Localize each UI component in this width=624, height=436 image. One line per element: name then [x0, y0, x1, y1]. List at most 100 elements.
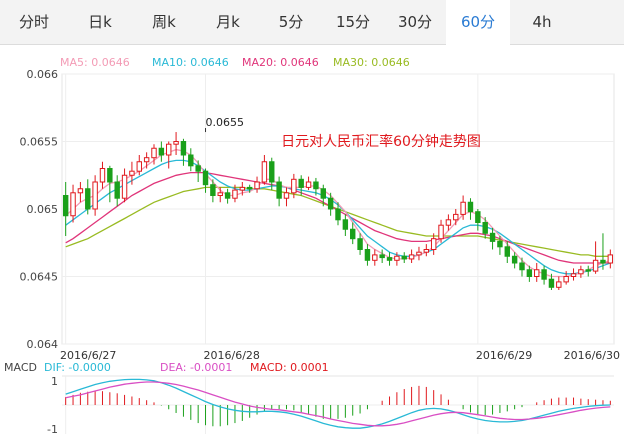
candlestick — [254, 176, 260, 193]
candlestick — [70, 184, 76, 223]
y-tick-label: 0.0655 — [20, 136, 59, 149]
tab-3[interactable]: 月k — [216, 13, 240, 31]
tab-8[interactable]: 4h — [532, 13, 552, 31]
tab-6[interactable]: 30分 — [397, 13, 433, 31]
candle-body — [416, 251, 422, 256]
candle-body — [401, 255, 407, 260]
candlestick — [445, 214, 452, 231]
candle-body — [482, 222, 488, 234]
candlestick — [298, 175, 304, 196]
candlestick — [62, 182, 69, 236]
candle-body — [556, 281, 562, 288]
candle-body — [136, 161, 142, 172]
tab-7[interactable]: 60分 — [446, 0, 510, 45]
legend-ma5: MA5: 0.0646 — [60, 56, 130, 69]
candlestick — [394, 252, 400, 266]
y-tick-label: 0.064 — [27, 338, 59, 351]
candlestick — [99, 161, 106, 189]
date-x-axis: 2016/6/272016/6/282016/6/292016/6/302016… — [60, 349, 620, 362]
candlestick — [585, 265, 591, 277]
candle-body — [143, 157, 150, 163]
candle-body — [107, 168, 113, 183]
candle-body — [453, 213, 459, 221]
candlestick — [85, 179, 91, 215]
y-tick-label: 0.066 — [27, 68, 59, 81]
candlestick — [460, 195, 466, 220]
candlestick — [166, 141, 172, 169]
candlestick — [534, 263, 540, 282]
candle-body — [386, 257, 393, 261]
candlestick — [357, 233, 363, 255]
candle-body — [246, 186, 253, 190]
candlestick — [482, 217, 488, 239]
tab-5[interactable]: 15分 — [335, 13, 371, 31]
candlestick — [136, 155, 142, 176]
candle-body — [180, 141, 187, 156]
candle-body — [210, 184, 216, 196]
legend-ma20: MA20: 0.0646 — [242, 56, 319, 69]
candle-body — [283, 192, 290, 199]
candle-body — [195, 165, 201, 172]
candle-body — [438, 224, 444, 240]
dea-line — [65, 381, 611, 427]
candle-body — [364, 249, 371, 261]
candlestick — [335, 202, 341, 226]
candle-body — [548, 278, 555, 288]
tab-2[interactable]: 周k — [152, 13, 176, 31]
candlestick — [453, 209, 459, 226]
tab-0[interactable]: 分时 — [18, 13, 49, 31]
candle-body — [291, 178, 297, 194]
legend-ma30: MA30: 0.0646 — [333, 56, 410, 69]
tab-1[interactable]: 日k — [88, 13, 112, 31]
candle-body — [467, 201, 474, 213]
candlestick — [350, 222, 356, 245]
candlestick — [320, 184, 326, 207]
tab-4[interactable]: 5分 — [278, 13, 304, 31]
candle-body — [445, 219, 452, 226]
candlestick — [430, 233, 437, 255]
candlestick — [276, 176, 282, 207]
candlestick — [556, 276, 562, 290]
candle-body — [320, 188, 326, 199]
candlestick — [210, 179, 216, 203]
candle-body — [394, 255, 400, 261]
candlestick — [92, 175, 98, 216]
candle-body — [460, 201, 466, 215]
candle-body — [70, 192, 76, 217]
candle-body — [254, 181, 260, 190]
macd-legend: MACD DIF: -0.0000 DEA: -0.0001 MACD: 0.0001 — [4, 361, 329, 374]
candlestick — [511, 252, 518, 269]
candle-body — [129, 170, 135, 176]
x-tick-label: 2016/6/30 — [564, 349, 620, 362]
candlestick — [114, 175, 120, 207]
candle-body — [313, 181, 319, 190]
candlestick — [188, 148, 194, 172]
macd-legend-dif: DIF: -0.0000 — [44, 361, 111, 374]
candlestick — [467, 198, 474, 220]
chart-title: 日元对人民币汇率60分钟走势图 — [281, 133, 481, 150]
x-tick-label: 2016/6/27 — [60, 349, 116, 362]
candle-body — [202, 170, 209, 186]
candlestick — [416, 246, 422, 261]
period-tab-bar: 分时 日k 周k 月k 5分 15分 30分 60分 4h — [0, 0, 624, 45]
y-tick-label: 0.065 — [27, 203, 59, 216]
candlestick — [143, 152, 150, 169]
candlestick — [283, 187, 290, 207]
y-tick-label: 0.0645 — [20, 271, 59, 284]
candlestick — [195, 160, 201, 182]
candle-body — [158, 147, 165, 156]
candlestick — [548, 273, 555, 290]
price-y-axis: 0.066 0.0655 0.065 0.0645 0.064 — [20, 68, 59, 351]
macd-panel: 1 -1 — [47, 375, 614, 436]
candle-body — [600, 259, 606, 264]
candlestick — [121, 168, 128, 203]
candlestick — [327, 192, 334, 216]
candle-body — [166, 143, 172, 156]
candlestick — [570, 268, 577, 281]
candlestick — [541, 265, 547, 285]
candlestick — [489, 227, 496, 250]
candle-body — [534, 269, 540, 277]
candlestick — [129, 161, 135, 185]
candlestick — [379, 249, 385, 263]
